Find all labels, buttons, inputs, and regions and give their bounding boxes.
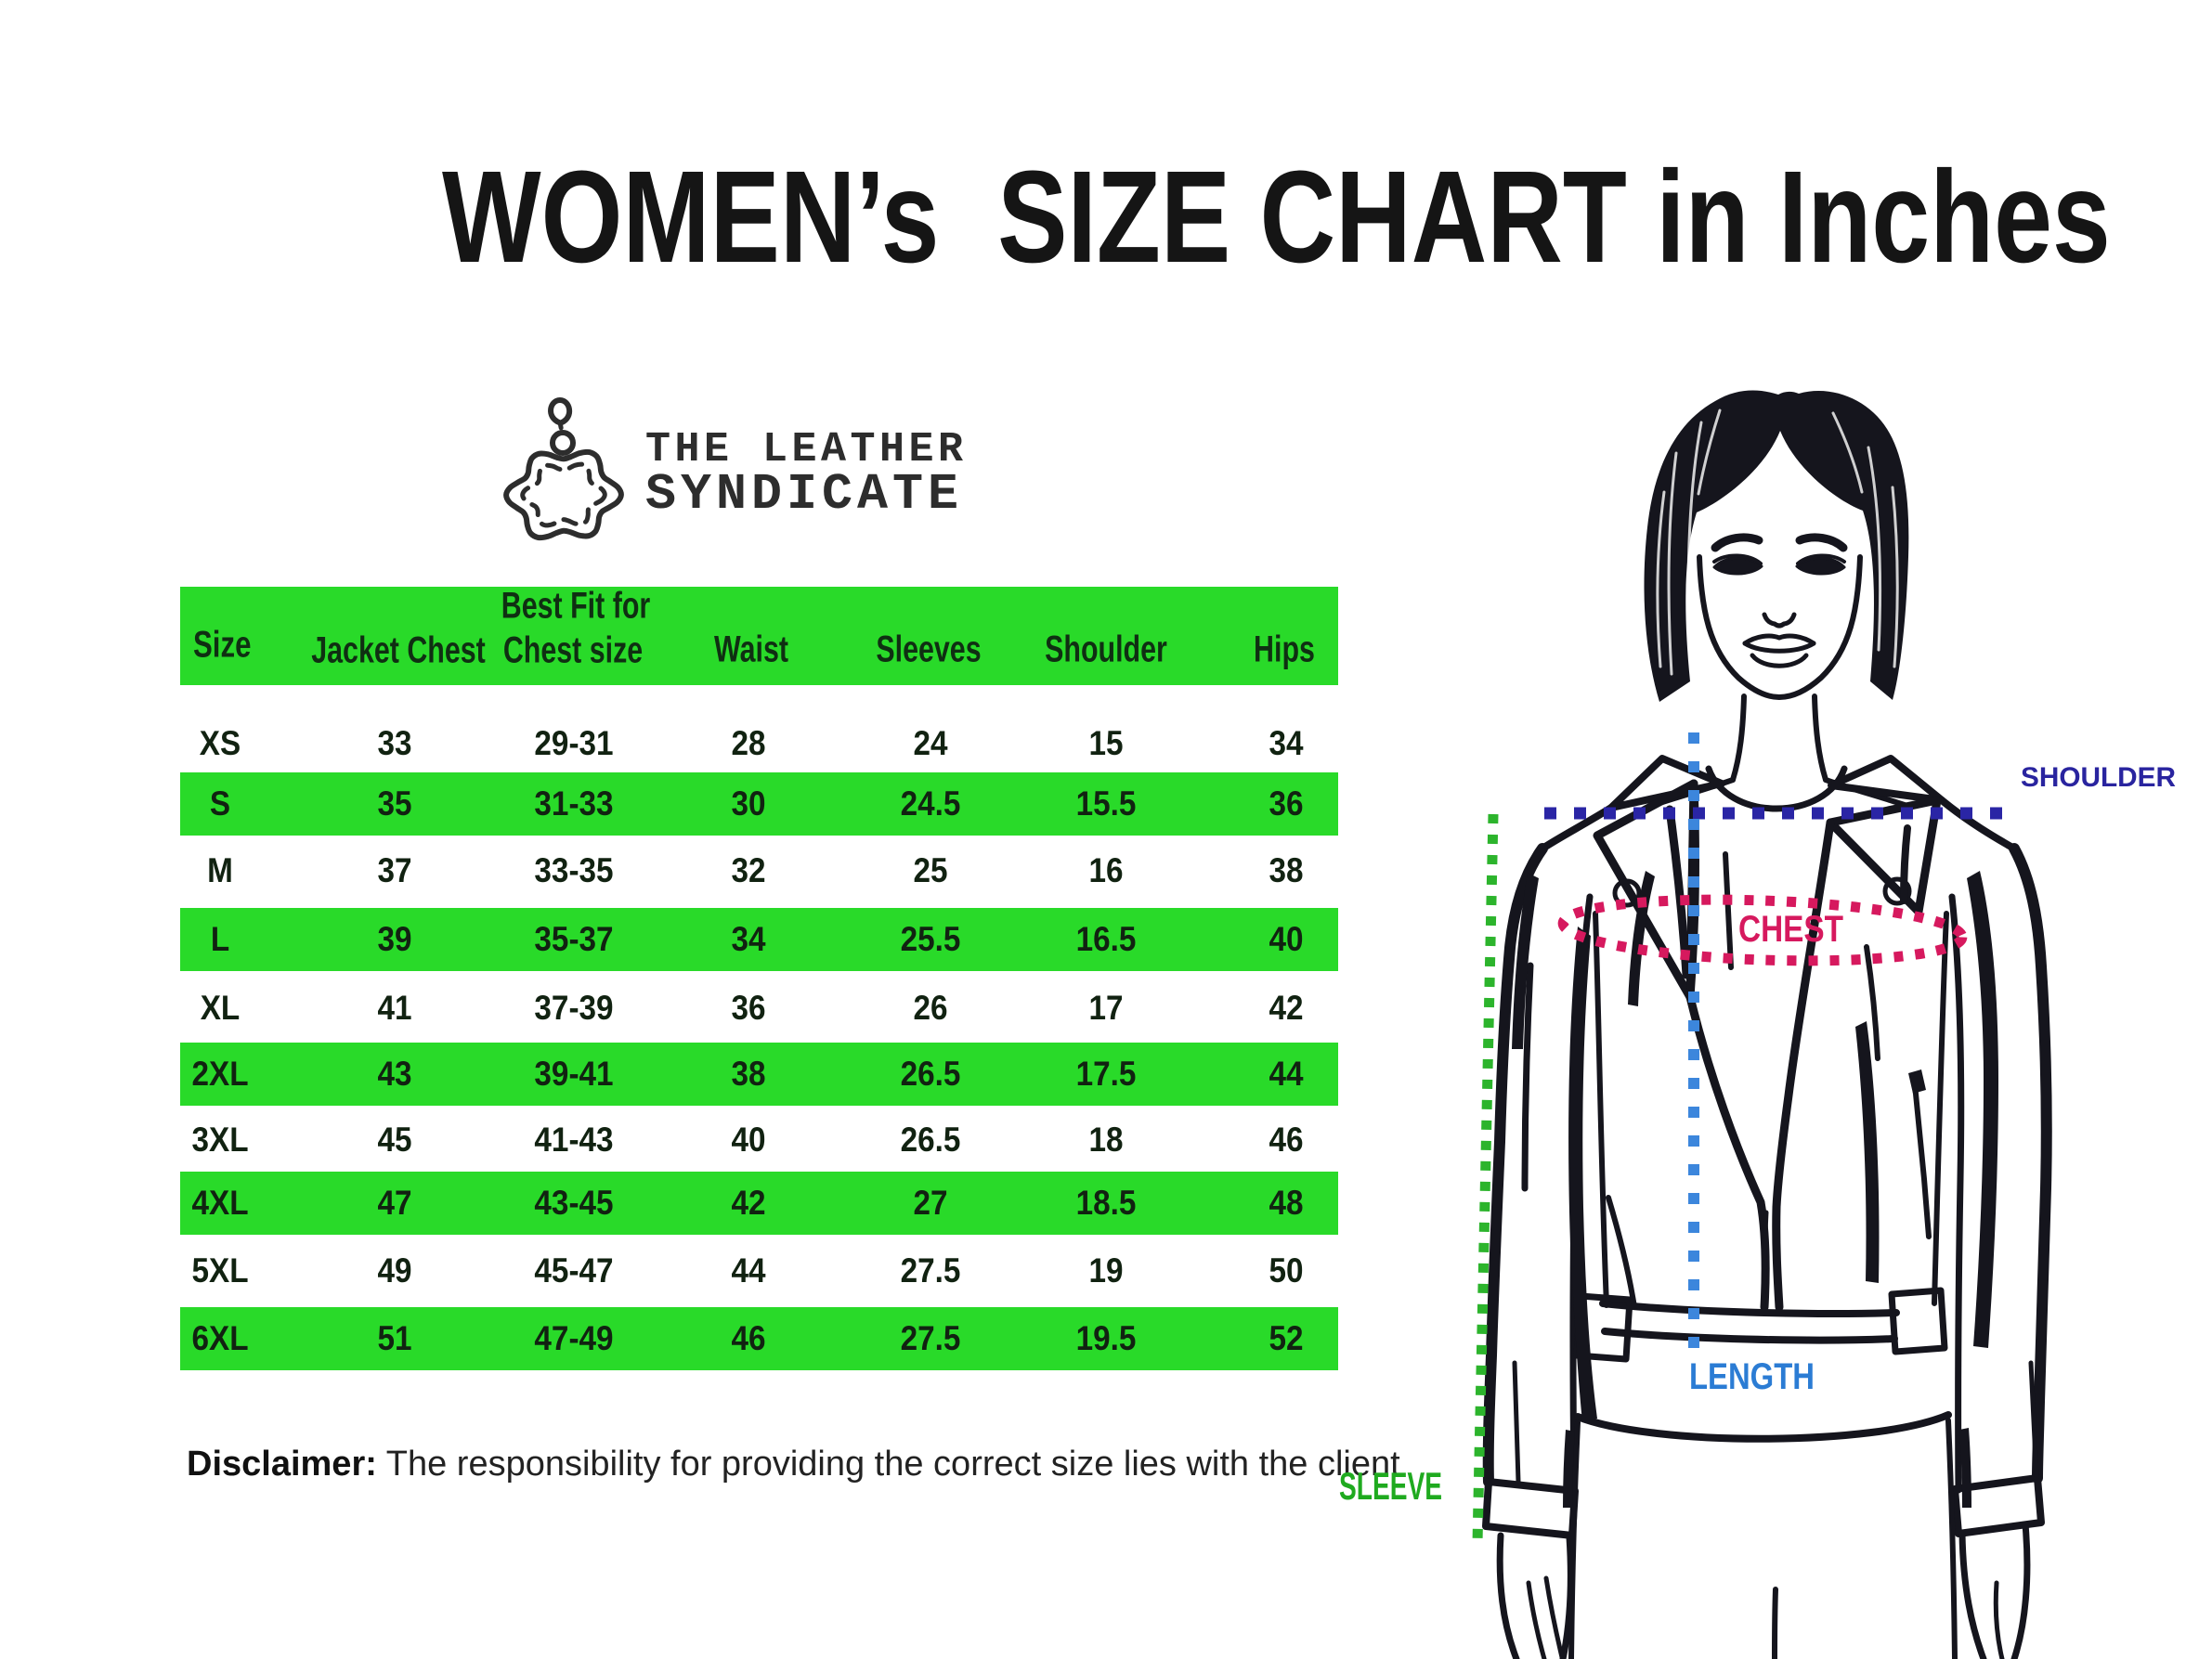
svg-text:THE LEATHER: THE LEATHER [645,426,968,473]
svg-text:SHOULDER: SHOULDER [2021,762,2176,793]
svg-text:SLEEVE: SLEEVE [1339,1464,1442,1508]
svg-text:SYNDICATE: SYNDICATE [645,465,963,524]
svg-text:LENGTH: LENGTH [1689,1356,1815,1397]
svg-text:CHEST: CHEST [1738,909,1843,950]
